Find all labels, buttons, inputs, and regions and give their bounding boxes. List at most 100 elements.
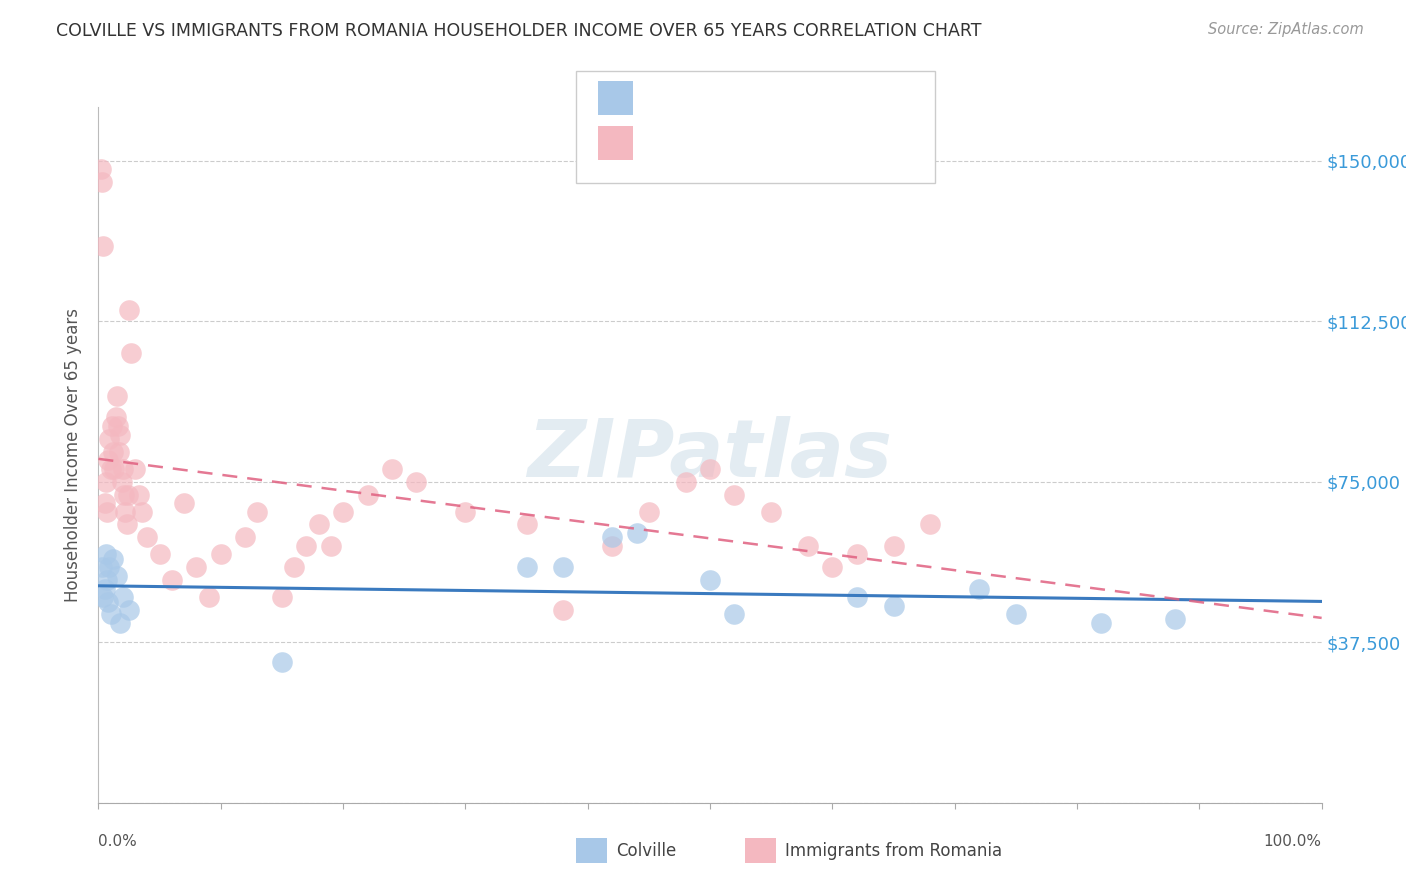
Point: [515, 517, 537, 532]
Point: [356, 487, 378, 501]
Text: Colville: Colville: [616, 842, 676, 860]
Point: [97, 453, 120, 467]
Point: [723, 487, 745, 501]
Point: [173, 496, 195, 510]
Text: -0.226: -0.226: [681, 89, 742, 107]
Point: [553, 603, 575, 617]
Point: [283, 560, 305, 574]
Point: [699, 573, 721, 587]
Point: [100, 607, 122, 622]
Point: [110, 615, 132, 630]
Text: 100.0%: 100.0%: [1264, 834, 1322, 849]
Point: [101, 444, 124, 458]
Point: [100, 462, 122, 476]
Point: [111, 591, 134, 605]
Point: [845, 591, 868, 605]
Point: [98, 560, 121, 574]
Point: [111, 475, 134, 489]
Point: [115, 517, 138, 532]
Point: [114, 505, 136, 519]
Point: [104, 410, 127, 425]
Point: [270, 591, 294, 605]
Point: [91, 175, 114, 189]
Point: [319, 539, 342, 553]
Point: [209, 548, 232, 562]
Point: [405, 475, 427, 489]
Text: ZIPatlas: ZIPatlas: [527, 416, 893, 494]
Point: [160, 573, 183, 587]
Text: R =: R =: [644, 134, 682, 152]
Point: [821, 560, 844, 574]
Point: [381, 462, 404, 476]
Point: [626, 526, 648, 541]
Point: [186, 560, 208, 574]
Point: [90, 162, 112, 177]
Point: [761, 505, 783, 519]
Point: [91, 560, 114, 574]
Point: [105, 569, 128, 583]
Point: [98, 432, 121, 446]
Text: R =: R =: [644, 89, 682, 107]
Text: N =: N =: [754, 134, 793, 152]
Point: [94, 475, 117, 489]
Point: [91, 239, 114, 253]
Point: [131, 505, 153, 519]
Point: [107, 419, 129, 434]
Point: [883, 539, 905, 553]
Point: [93, 496, 115, 510]
Point: [920, 517, 942, 532]
Point: [136, 530, 159, 544]
Point: [270, 655, 294, 669]
Point: [553, 560, 575, 574]
Text: Source: ZipAtlas.com: Source: ZipAtlas.com: [1208, 22, 1364, 37]
Point: [295, 539, 318, 553]
Point: [101, 551, 124, 566]
Point: [332, 505, 354, 519]
Point: [149, 548, 172, 562]
Point: [699, 462, 721, 476]
Point: [638, 505, 661, 519]
Text: Immigrants from Romania: Immigrants from Romania: [785, 842, 1001, 860]
Point: [797, 539, 820, 553]
Point: [197, 591, 219, 605]
Point: [1004, 607, 1026, 622]
Point: [1164, 612, 1187, 626]
Point: [515, 560, 537, 574]
Point: [96, 505, 118, 519]
Point: [101, 419, 124, 434]
Text: -0.026: -0.026: [681, 134, 742, 152]
Point: [110, 427, 132, 442]
Text: N =: N =: [754, 89, 793, 107]
Y-axis label: Householder Income Over 65 years: Householder Income Over 65 years: [65, 308, 83, 602]
Point: [233, 530, 256, 544]
Point: [246, 505, 269, 519]
Point: [112, 487, 135, 501]
Point: [103, 462, 125, 476]
Point: [600, 539, 623, 553]
Point: [111, 462, 134, 476]
Point: [454, 505, 477, 519]
Point: [93, 582, 115, 596]
Point: [108, 444, 131, 458]
Text: 0.0%: 0.0%: [98, 834, 138, 849]
Text: 26: 26: [790, 89, 814, 107]
Point: [124, 462, 146, 476]
Point: [96, 573, 118, 587]
Point: [967, 582, 990, 596]
Point: [97, 594, 120, 608]
Point: [118, 303, 141, 318]
Point: [94, 548, 117, 562]
Point: [675, 475, 697, 489]
Point: [91, 591, 114, 605]
Point: [128, 487, 150, 501]
Text: 60: 60: [790, 134, 814, 152]
Point: [883, 599, 905, 613]
Point: [845, 548, 868, 562]
Point: [105, 389, 128, 403]
Point: [723, 607, 745, 622]
Point: [308, 517, 330, 532]
Point: [120, 346, 142, 360]
Point: [1090, 615, 1112, 630]
Point: [600, 530, 623, 544]
Point: [117, 487, 139, 501]
